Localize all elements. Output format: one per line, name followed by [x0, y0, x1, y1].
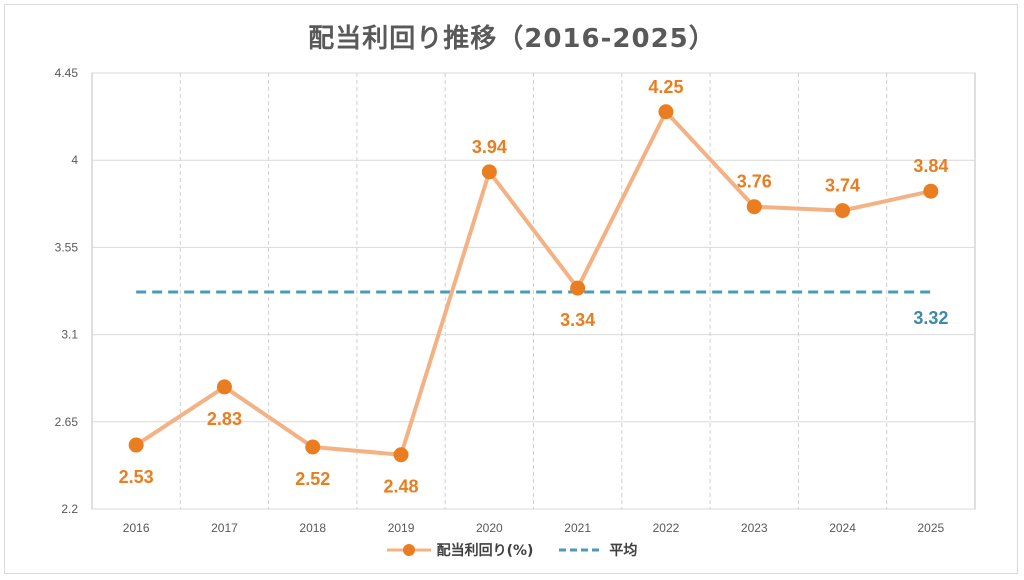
data-point	[835, 203, 851, 219]
data-point	[658, 104, 674, 120]
data-labels: 2.53 2.83 2.52 2.48 3.94 3.34 4.25 3.76 3.74 3.84…	[119, 77, 949, 497]
y-tick-label: 4	[71, 153, 78, 167]
data-label: 3.74	[825, 176, 860, 196]
data-label: 2.83	[207, 409, 242, 429]
data-label: 2.53	[119, 467, 154, 487]
data-label: 2.48	[384, 477, 419, 497]
x-tick-label: 2017	[211, 521, 238, 535]
y-axis-ticks: 2.2 2.65 3.1 3.55 4 4.45	[55, 66, 79, 516]
x-tick-label: 2021	[564, 521, 591, 535]
legend: 配当利回り(%) 平均	[0, 540, 1024, 560]
dividend-yield-line	[135, 109, 932, 457]
data-point	[923, 183, 939, 199]
data-point	[393, 447, 409, 463]
data-point	[570, 280, 586, 296]
x-tick-label: 2018	[299, 521, 326, 535]
data-label: 3.76	[737, 172, 772, 192]
chart-frame	[4, 4, 1018, 574]
average-data-label: 3.32	[913, 308, 948, 328]
y-tick-label: 2.2	[61, 502, 78, 516]
x-tick-label: 2020	[476, 521, 503, 535]
data-point	[305, 439, 321, 455]
data-label: 3.94	[472, 137, 507, 157]
data-point	[746, 199, 762, 215]
x-tick-label: 2019	[388, 521, 415, 535]
x-axis-ticks: 2016 2017 2018 2019 2020 2021 2022 2023 2024 2025	[123, 521, 945, 535]
data-point	[216, 379, 232, 395]
data-label: 2.52	[295, 469, 330, 489]
legend-label-dividend-yield: 配当利回り(%)	[436, 543, 534, 559]
dividend-yield-series	[128, 104, 939, 463]
legend-label-average: 平均	[609, 543, 638, 559]
legend-dashed-line-icon	[559, 548, 604, 552]
legend-item-average: 平均	[559, 540, 637, 560]
x-tick-label: 2023	[741, 521, 768, 535]
data-point	[481, 164, 497, 180]
x-tick-label: 2024	[829, 521, 856, 535]
data-label: 3.84	[913, 156, 948, 176]
data-point	[128, 437, 144, 453]
x-tick-label: 2022	[653, 521, 680, 535]
y-tick-label: 3.55	[55, 240, 79, 254]
legend-item-dividend-yield: 配当利回り(%)	[386, 540, 534, 560]
legend-marker-line-icon	[386, 544, 431, 556]
data-label: 4.25	[648, 77, 683, 97]
y-tick-label: 2.65	[55, 415, 79, 429]
x-tick-label: 2016	[123, 521, 150, 535]
data-label: 3.34	[560, 310, 595, 330]
y-tick-label: 3.1	[61, 328, 78, 342]
grid	[91, 72, 976, 510]
y-tick-label: 4.45	[55, 66, 79, 80]
x-tick-label: 2025	[917, 521, 944, 535]
chart-title: 配当利回り推移（2016-2025）	[308, 24, 716, 54]
